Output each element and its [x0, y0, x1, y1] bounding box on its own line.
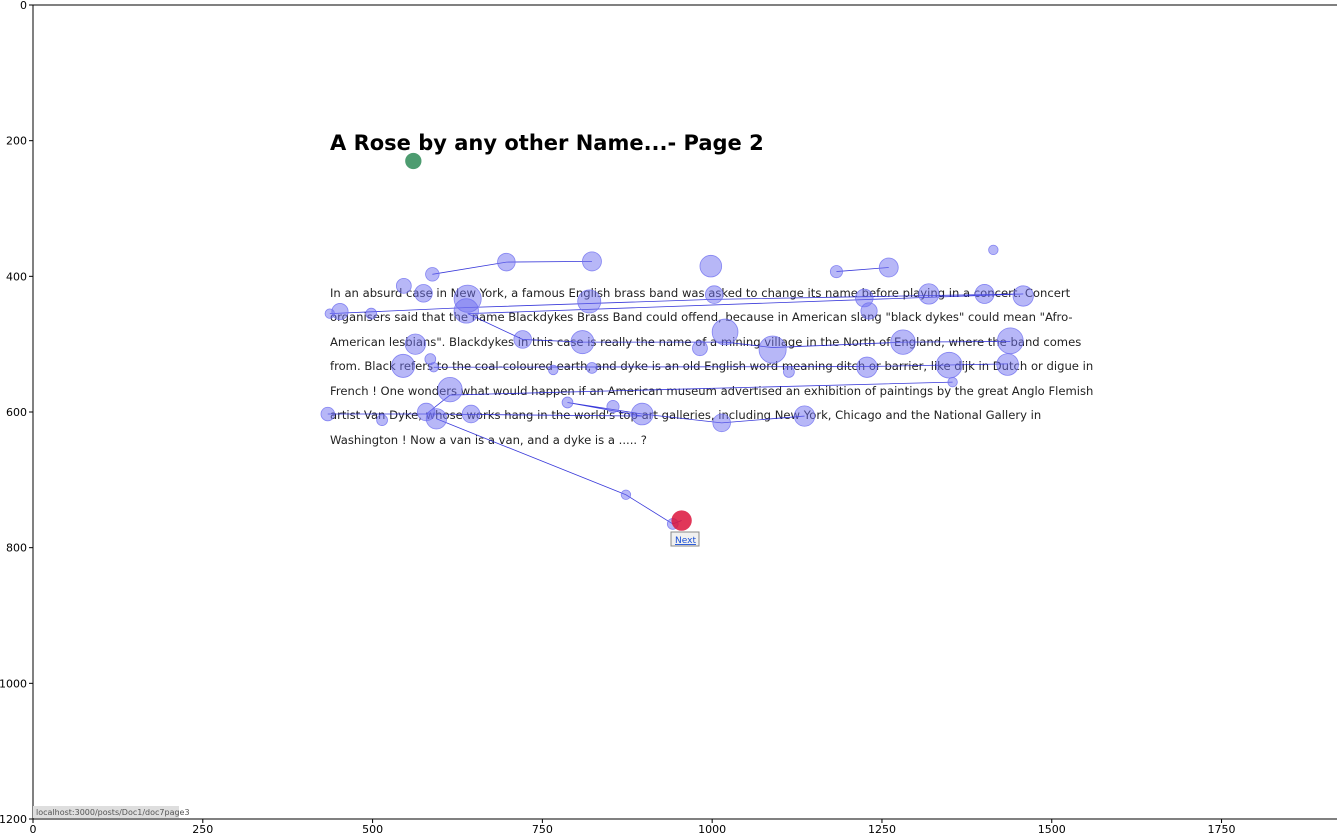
y-tick-group: 0 200 400 600 800 1000 1200	[0, 0, 33, 826]
fixation-point	[974, 284, 995, 304]
paragraph-line: from. Black refers to the coal-coloured …	[330, 359, 1093, 373]
x-tick-label: 0	[30, 823, 37, 836]
fixation-point	[620, 489, 632, 500]
status-bar-background	[33, 806, 179, 818]
fixation-point	[1012, 285, 1034, 307]
fixation-point	[947, 376, 958, 388]
fixation-point	[461, 404, 481, 424]
status-url: localhost:3000/posts/Doc1/doc7page3	[36, 808, 190, 817]
fixation-point	[437, 376, 463, 403]
y-tick-label: 200	[6, 135, 27, 148]
fixation-point	[586, 362, 598, 374]
fixation-point	[320, 406, 335, 422]
status-bar: localhost:3000/posts/Doc1/doc7page3	[33, 806, 190, 818]
paragraph-line: organisers said that the name Blackdykes…	[330, 310, 1073, 324]
page-title: A Rose by any other Name...- Page 2	[330, 131, 764, 155]
paragraph-line: In an absurd case in New York, a famous …	[330, 286, 1071, 300]
y-tick-label: 800	[6, 542, 27, 555]
saccade-path	[327, 381, 953, 415]
x-tick-label: 1750	[1208, 823, 1236, 836]
fixation-point	[890, 329, 916, 355]
y-tick-label: 600	[6, 406, 27, 419]
y-tick-label: 0	[20, 0, 27, 12]
y-tick-label: 1000	[0, 677, 27, 690]
fixation-point	[548, 364, 559, 376]
fixation-point	[630, 402, 654, 426]
fixation-point	[570, 330, 595, 355]
fixation-point	[425, 267, 440, 282]
fixation-point	[856, 356, 878, 378]
x-tick-label: 250	[192, 823, 213, 836]
x-tick-label: 500	[362, 823, 383, 836]
x-tick-label: 1000	[698, 823, 726, 836]
x-tick-group: 0 250 500 750 1000 1250 1500 1750	[30, 819, 1236, 836]
fixation-point	[391, 353, 416, 378]
x-tick-label: 1500	[1038, 823, 1066, 836]
fixation-point	[829, 265, 843, 279]
next-button[interactable]: Next	[670, 531, 700, 547]
fixation-point	[577, 289, 602, 314]
fixation-point	[712, 413, 731, 433]
fixation-point	[860, 302, 878, 320]
endpoint-group	[405, 152, 692, 531]
fixation-point	[783, 366, 795, 378]
x-tick-label: 1250	[868, 823, 896, 836]
fixation-point	[996, 353, 1019, 376]
fixation-point	[692, 340, 708, 357]
fixation-point	[793, 405, 816, 427]
y-tick-label: 1200	[0, 813, 27, 826]
fixation-point	[331, 303, 349, 321]
fixation-point	[414, 284, 433, 303]
next-button-frame[interactable]	[670, 531, 700, 547]
x-tick-label: 750	[532, 823, 553, 836]
gaze-end-point	[671, 510, 692, 531]
fixation-point	[561, 396, 574, 409]
saccade-path	[426, 402, 805, 424]
fixation-point	[395, 277, 412, 294]
next-button-label[interactable]: Next	[675, 536, 696, 546]
fixation-point	[428, 362, 439, 373]
fixation-point	[404, 333, 426, 355]
paragraph-line: French ! One wonders what would happen i…	[330, 384, 1093, 398]
fixation-point	[497, 252, 516, 272]
fixation-point	[365, 307, 378, 320]
fixation-point	[704, 285, 724, 304]
fixation-point	[582, 251, 602, 272]
saccade-path	[329, 293, 1024, 348]
fixation-point	[711, 318, 739, 346]
fixation-group	[320, 244, 1034, 530]
paragraph-line: artist Van Dyke, whose works hang in the…	[330, 408, 1041, 422]
fixation-point	[988, 244, 999, 256]
fixation-point	[758, 335, 787, 364]
fixation-point	[918, 283, 940, 305]
fixation-point	[699, 254, 723, 278]
fixation-point	[425, 408, 448, 430]
fixation-point	[513, 330, 532, 349]
fixation-point	[935, 351, 963, 379]
fixation-point	[606, 400, 620, 414]
gaze-start-point	[405, 152, 422, 170]
fixation-point	[453, 298, 479, 324]
fixation-point	[376, 414, 388, 426]
fixation-point	[997, 327, 1024, 355]
y-tick-label: 400	[6, 270, 27, 283]
fixation-point	[878, 257, 899, 278]
